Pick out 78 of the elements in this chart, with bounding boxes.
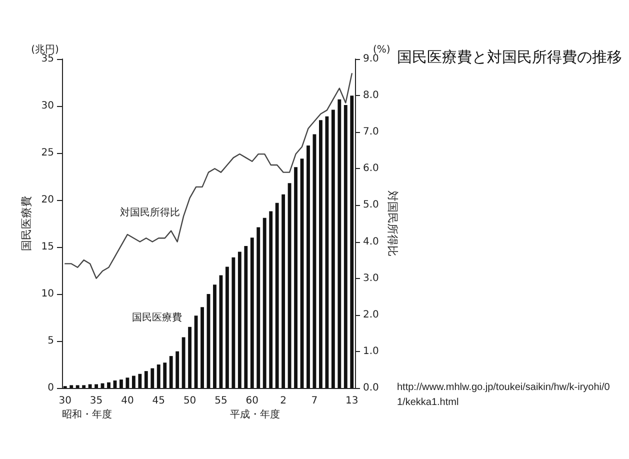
bar [169,356,173,388]
text: (兆円) [31,44,60,56]
y-axis-title: 国民医療費 [20,196,33,251]
x-tick-label: 45 [152,396,165,406]
x-tick-label: 55 [214,396,228,406]
y2-tick-label: 1.0 [363,346,379,357]
x-tick-label: 40 [121,396,134,406]
bar [138,374,142,388]
bar [176,351,180,388]
bar [319,120,322,388]
bar [107,382,110,388]
x-tick-label: 35 [90,396,103,406]
text: (%) [373,44,390,56]
text: http://www.mhlw.go.jp/toukei/saikin/hw/k-iryohi/01/kekka1.html [397,382,610,408]
bar [288,183,292,388]
line-series [64,73,352,279]
bar [188,326,192,388]
bar [338,99,342,388]
bar [76,385,80,388]
bar [238,252,242,388]
bar [200,307,204,388]
bar [82,385,86,388]
bar [325,116,329,388]
y2-tick-label: 9.0 [363,54,379,64]
bar [250,238,254,388]
y-tick-label: 30 [41,100,54,112]
bar [132,376,136,388]
bar [163,362,167,388]
x-tick-label: 7 [311,396,318,406]
x-axis-title: 昭和・年度 [62,408,112,420]
y2-tick-label: 4.0 [363,236,379,248]
bar [244,246,248,388]
text: 国民医療費と対国民所得費の推移 [397,48,622,66]
bar [269,211,273,388]
x-tick-label: 50 [183,396,196,406]
bar [350,96,354,388]
series-label: 国民医療費 [132,311,182,324]
y-tick-label: 35 [41,54,54,64]
bar [150,368,154,388]
bar [275,202,279,388]
bar [306,145,310,388]
bar [256,227,260,388]
bar [70,385,74,388]
y2-tick-label: 2.0 [363,309,379,320]
bar [213,284,216,388]
bar [126,378,130,388]
y2-tick-label: 8.0 [363,90,379,102]
bar [262,218,266,388]
text: 平成・年度 [230,408,280,420]
bar [94,384,98,388]
bar [225,266,229,388]
x-tick-label: 2 [280,396,286,406]
y-tick-label: 5 [48,336,54,346]
y-tick-label: 25 [41,148,54,158]
bar [88,384,92,388]
y2-tick-label: 6.0 [363,163,379,174]
bar [294,167,298,388]
x-tick-label: 30 [58,396,72,406]
x-tick-label: 60 [246,396,259,406]
y2-tick-label: 0.0 [363,382,379,394]
bar [282,194,286,388]
bar [156,364,160,388]
y2-tick-label: 5.0 [363,200,379,211]
bar [344,105,348,388]
y2-tick-label: 7.0 [363,126,379,138]
series-label: 対国民所得比 [120,206,180,218]
bar [232,257,236,388]
y-tick-label: 0 [48,382,54,394]
bar [144,371,148,388]
bar [120,380,123,388]
y-tick-label: 10 [41,288,54,300]
bar [331,110,335,388]
y2-axis-title: 対国民所得比 [386,190,399,256]
y-tick-label: 20 [41,194,54,206]
y2-tick-label: 3.0 [363,272,379,284]
x-tick-label: 13 [346,396,358,406]
y-tick-label: 15 [41,242,54,252]
bar [182,337,186,388]
